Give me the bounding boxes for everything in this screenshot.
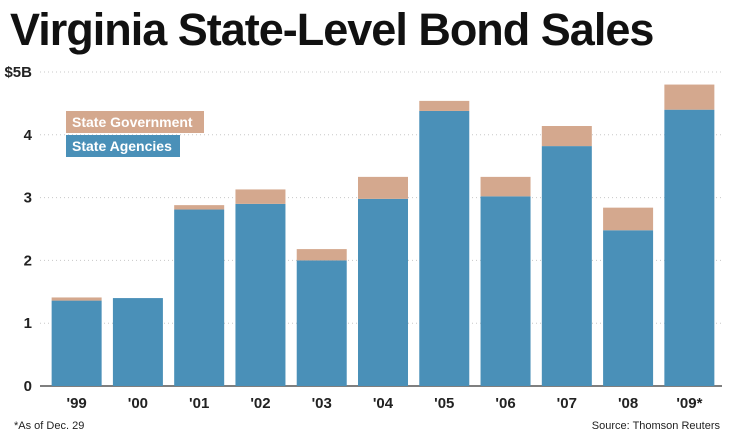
x-tick-label: '07 [557,395,577,412]
bar-state-government [296,249,347,261]
x-tick-label: '06 [495,395,515,412]
x-tick-label: '09* [676,395,702,412]
y-tick-label: 1 [24,315,32,332]
y-tick-label: $5B [4,64,32,81]
legend-state-government-label: State Government [72,114,193,130]
bar-state-government [235,189,286,204]
bar-state-agencies [664,109,715,387]
legend-state-agencies-swatch [66,135,180,157]
legend: State Government State Agencies [66,111,204,157]
y-tick-label: 0 [24,378,32,395]
x-axis-labels: '99 '00 '01 '02 '03 '04 '05 '06 '07 '08 '09* [67,395,703,412]
x-tick-label: '01 [189,395,209,412]
bars [51,84,715,387]
bar-state-government [358,176,408,199]
bar-state-agencies [51,300,102,386]
source-note: Source: Thomson Reuters [591,420,720,432]
x-tick-label: '03 [312,395,332,412]
bar-state-agencies [419,110,470,386]
bar-state-agencies [235,203,286,386]
y-tick-label: 4 [24,127,33,144]
bar-state-agencies [480,196,531,386]
legend-state-government-swatch [66,111,204,133]
footnote: *As of Dec. 29 [14,420,85,432]
x-tick-label: '99 [67,395,87,412]
y-tick-label: 2 [24,252,32,269]
x-tick-label: '08 [618,395,638,412]
y-axis-labels: 0 1 2 3 4 $5B [4,64,32,395]
bar-state-agencies [112,298,163,386]
bar-state-government [419,100,470,111]
bar-state-agencies [358,198,408,386]
bar-state-agencies [296,260,347,386]
bar-state-agencies [603,230,654,386]
bar-state-government [174,205,225,210]
bar-state-agencies [174,209,225,386]
y-tick-label: 3 [24,190,32,207]
x-tick-label: '02 [250,395,270,412]
bar-state-government [480,176,531,197]
bar-state-government [603,207,654,231]
legend-state-agencies-label: State Agencies [72,138,172,154]
bar-state-government [541,126,592,147]
bar-state-government [664,84,715,110]
chart-title: Virginia State-Level Bond Sales [10,4,654,55]
bar-state-government [51,297,102,301]
bar-state-agencies [541,146,592,386]
x-tick-label: '00 [128,395,148,412]
x-tick-label: '05 [434,395,454,412]
x-tick-label: '04 [373,395,394,412]
